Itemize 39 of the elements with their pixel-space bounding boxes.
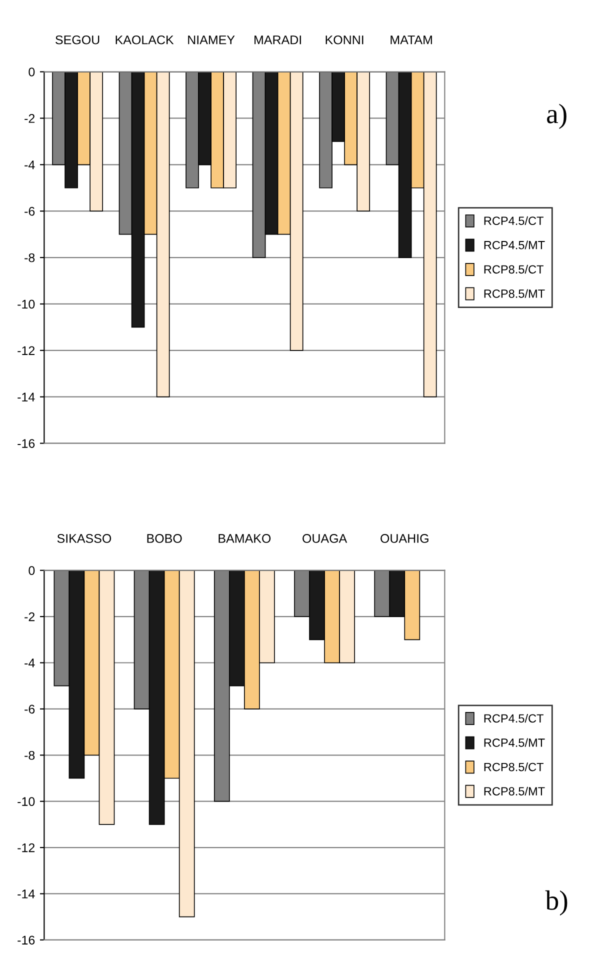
x-tick-label: BAMAKO: [218, 534, 271, 543]
y-tick-label: -2: [24, 114, 35, 123]
y-tick-label: -12: [18, 843, 35, 852]
y-tick-label: -10: [18, 300, 35, 309]
x-tick-label: MATAM: [390, 36, 432, 44]
x-tick-label: KAOLACK: [116, 35, 174, 44]
text: b): [545, 890, 568, 916]
y-tick-label: -6: [24, 206, 35, 216]
legend-label: RCP4.5/CT: [484, 714, 544, 723]
y-tick-label: -12: [18, 346, 35, 355]
legend-label: RCP4.5/CT: [484, 216, 544, 226]
text: a): [547, 104, 566, 129]
legend-label: RCP8.5/CT: [484, 264, 544, 274]
x-tick-label: MARADI: [254, 36, 301, 44]
y-tick-label: -8: [24, 750, 35, 760]
x-tick-label: BOBO: [147, 534, 182, 543]
y-tick-label: -4: [24, 160, 35, 170]
x-tick-label: NIAMEY: [188, 36, 235, 44]
y-tick-label: 0: [28, 566, 35, 576]
y-tick-label: -4: [24, 658, 35, 668]
x-tick-label: OUAGA: [302, 534, 348, 543]
legend-label: RCP8.5/MT: [484, 289, 545, 298]
y-tick-label: -2: [24, 612, 35, 622]
y-tick-label: -8: [24, 253, 35, 262]
y-tick-label: -6: [24, 704, 35, 714]
y-tick-label: -16: [18, 439, 35, 448]
y-tick-label: -14: [18, 392, 35, 402]
x-tick-label: KONNI: [326, 35, 364, 44]
legend-label: RCP8.5/CT: [484, 762, 544, 772]
legend-label: RCP8.5/MT: [484, 786, 545, 796]
y-tick-label: -10: [18, 797, 35, 806]
y-tick-label: 0: [28, 68, 35, 76]
x-tick-label: SIKASSO: [57, 534, 112, 543]
legend-label: RCP4.5/MT: [484, 240, 545, 250]
legend-label: RCP4.5/MT: [484, 738, 545, 747]
x-tick-label: OUAHIG: [380, 534, 428, 543]
y-tick-label: -14: [18, 890, 35, 898]
x-tick-label: SEGOU: [56, 35, 100, 44]
y-tick-label: -16: [18, 936, 35, 945]
